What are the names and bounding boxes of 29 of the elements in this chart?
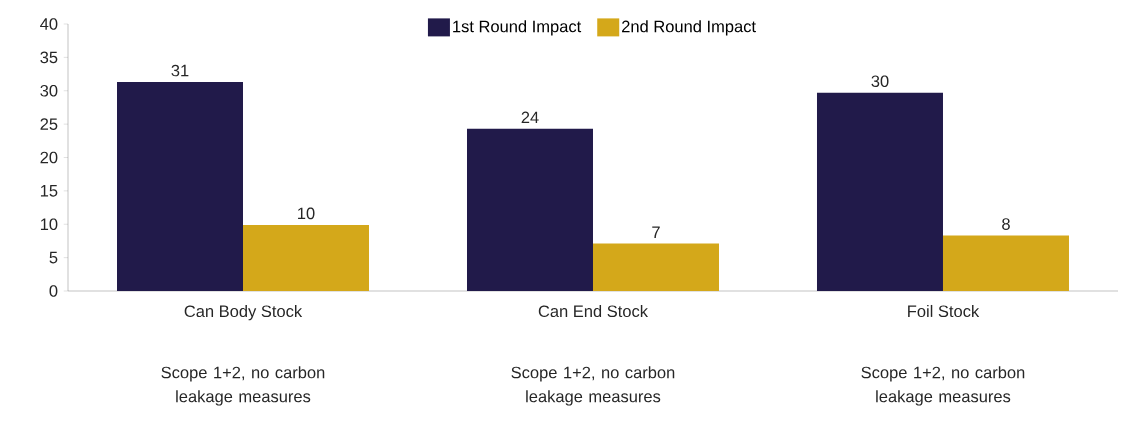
y-tick-label: 15 [40, 185, 58, 197]
bar [243, 224, 369, 291]
y-tick-label: 40 [40, 18, 58, 30]
text: Scope 1+2, no carbon leakage measures [861, 366, 1025, 406]
bar [816, 92, 943, 291]
data-label: 24 [521, 111, 539, 124]
y-tick-label: 35 [40, 51, 58, 64]
data-label: 31 [171, 64, 189, 77]
y-tick-label: 30 [40, 84, 58, 97]
x-tick-label: Can Body Stock [184, 304, 303, 321]
data-label: 30 [871, 75, 889, 88]
y-tick-label: 5 [49, 251, 58, 264]
legend-label: 2nd Round Impact [622, 20, 756, 36]
y-tick-label: 10 [40, 218, 58, 231]
data-label: 10 [298, 207, 315, 220]
bar [592, 243, 719, 291]
data-label: 8 [1002, 218, 1010, 230]
legend-label: 1st Round Impact [453, 20, 582, 36]
data-label: 7 [652, 226, 660, 238]
x-tick-label: Can End Stock [538, 304, 649, 318]
y-tick-label: 0 [49, 285, 58, 297]
text: Scope 1+2, no carbon leakage measures [161, 366, 325, 406]
y-tick-label: 25 [40, 118, 58, 130]
x-tick-label: Foil Stock [908, 304, 980, 318]
bar [942, 235, 1069, 291]
bar [467, 128, 593, 291]
bar [117, 82, 243, 291]
y-tick-label: 20 [40, 151, 58, 164]
text: Scope 1+2, no carbon leakage measures [511, 366, 675, 406]
